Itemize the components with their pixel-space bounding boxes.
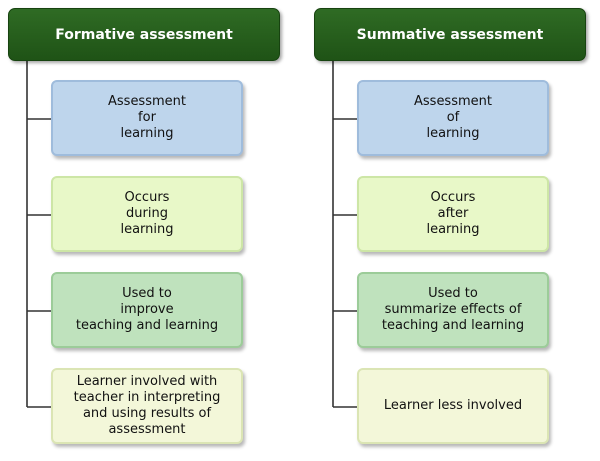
summative-title: Summative assessment — [356, 26, 544, 43]
summative-purpose-box: Assessment of learning — [357, 80, 549, 156]
summative-use-text: Used to summarize effects of teaching an… — [381, 286, 525, 333]
summative-assessment-header: Summative assessment — [314, 8, 586, 61]
formative-timing-text: Occurs during learning — [120, 190, 174, 237]
summative-use-box: Used to summarize effects of teaching an… — [357, 272, 549, 348]
summative-learner-role-text: Learner less involved — [383, 398, 523, 413]
summative-timing-box: Occurs after learning — [357, 176, 549, 252]
formative-purpose-box: Assessment for learning — [51, 80, 243, 156]
formative-timing-box: Occurs during learning — [51, 176, 243, 252]
summative-purpose-text: Assessment of learning — [414, 94, 492, 141]
summative-learner-role-box: Learner less involved — [357, 368, 549, 444]
formative-learner-role-text: Learner involved with teacher in interpr… — [73, 374, 221, 437]
formative-use-text: Used to improve teaching and learning — [75, 286, 219, 333]
formative-use-box: Used to improve teaching and learning — [51, 272, 243, 348]
formative-learner-role-box: Learner involved with teacher in interpr… — [51, 368, 243, 444]
formative-title: Formative assessment — [55, 26, 233, 43]
formative-assessment-header: Formative assessment — [8, 8, 280, 61]
summative-timing-text: Occurs after learning — [426, 190, 480, 237]
formative-purpose-text: Assessment for learning — [108, 94, 186, 141]
